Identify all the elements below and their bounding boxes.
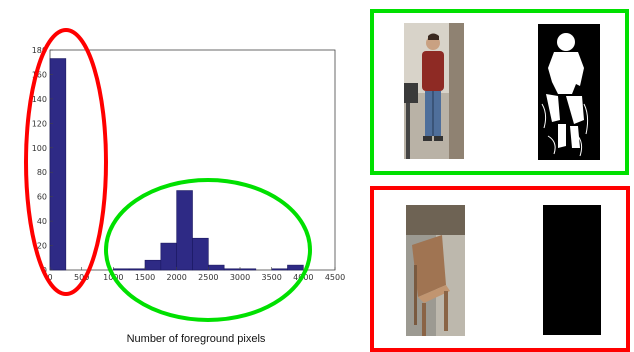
y-tick-label-5: 100 bbox=[32, 144, 47, 153]
histogram-bar-9 bbox=[192, 237, 209, 271]
mask-silhouette bbox=[541, 33, 589, 157]
y-tick-label-3: 60 bbox=[37, 193, 47, 202]
low-count-ellipse bbox=[24, 28, 108, 296]
foreground-mask-person bbox=[538, 24, 600, 160]
x-tick-label-9: 4500 bbox=[325, 273, 345, 282]
bottom-example-panel bbox=[370, 186, 630, 352]
histogram-bar-4 bbox=[113, 268, 130, 271]
histogram-bar-12 bbox=[239, 268, 257, 271]
y-tick-label-7: 140 bbox=[32, 95, 47, 104]
x-axis-label: Number of foreground pixels bbox=[127, 333, 266, 345]
histogram-bar-11 bbox=[223, 268, 241, 271]
chair-crop-photo bbox=[406, 205, 465, 336]
y-tick-label-9: 180 bbox=[32, 46, 47, 55]
y-tick-label-6: 120 bbox=[32, 119, 47, 128]
person-crop-photo bbox=[404, 23, 464, 159]
histogram-bar-5 bbox=[128, 268, 146, 271]
x-tick-label-3: 1500 bbox=[135, 273, 155, 282]
foreground-mask-empty bbox=[543, 205, 601, 335]
x-tick-label-5: 2500 bbox=[198, 273, 218, 282]
histogram-bar-8 bbox=[176, 190, 193, 271]
histogram-bar-7 bbox=[160, 242, 177, 271]
y-tick-label-2: 40 bbox=[37, 217, 47, 226]
histogram-bar-6 bbox=[144, 259, 162, 271]
y-tick-label-4: 80 bbox=[37, 168, 47, 177]
histogram-bar-0 bbox=[49, 58, 67, 271]
y-tick-label-8: 160 bbox=[32, 70, 47, 79]
histogram-bars bbox=[49, 58, 304, 271]
histogram-bar-10 bbox=[208, 264, 225, 271]
x-tick-label-1: 500 bbox=[74, 273, 89, 282]
top-example-panel bbox=[370, 9, 629, 175]
high-count-ellipse bbox=[104, 178, 312, 322]
histogram-bar-14 bbox=[271, 268, 288, 271]
histogram-bar-15 bbox=[287, 264, 304, 271]
y-tick-label-1: 20 bbox=[37, 242, 47, 251]
x-tick-label-6: 3000 bbox=[230, 273, 250, 282]
x-tick-label-7: 3500 bbox=[261, 273, 281, 282]
x-tick-label-4: 2000 bbox=[166, 273, 186, 282]
histogram-chart: 0 500 1000 1500 2000 2500 3000 3500 4000 4500 020… bbox=[24, 28, 345, 345]
x-tick-label-0: 0 bbox=[47, 273, 52, 282]
